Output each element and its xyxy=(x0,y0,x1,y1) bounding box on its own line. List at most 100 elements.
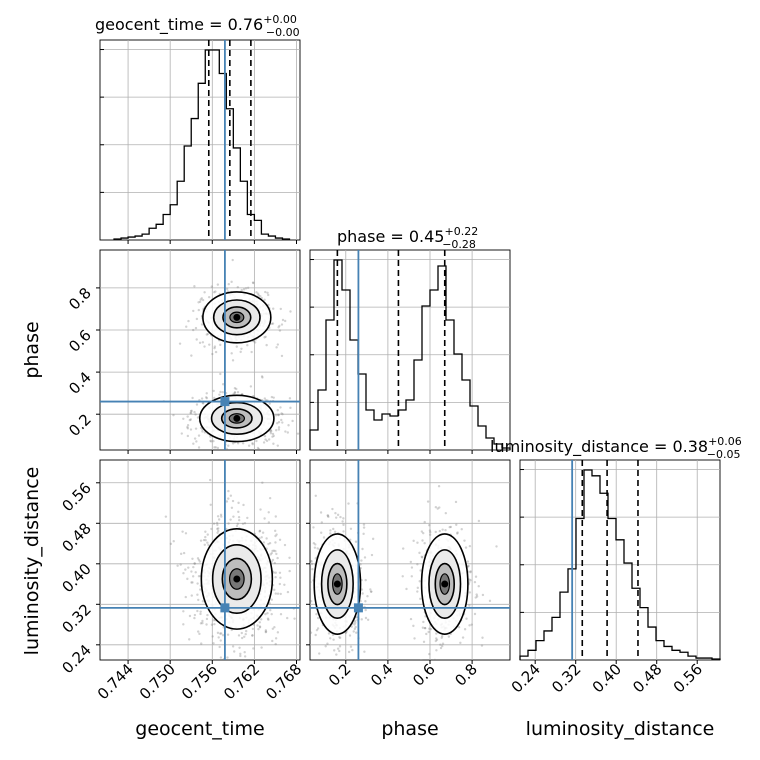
sample-point xyxy=(457,625,461,629)
sample-point xyxy=(264,629,268,632)
sample-point xyxy=(184,532,188,535)
sample-point xyxy=(216,515,220,518)
marginal-panel-geocent-time xyxy=(99,39,301,244)
sample-point xyxy=(225,287,229,291)
sample-point xyxy=(441,635,444,638)
sample-point xyxy=(272,571,275,574)
sample-point xyxy=(460,528,463,531)
joint-density xyxy=(164,478,296,660)
sample-point xyxy=(473,612,477,616)
ylabel-luminosity-distance: luminosity_distance xyxy=(21,467,43,656)
sample-point xyxy=(259,294,262,298)
sample-point xyxy=(440,644,444,648)
sample-point xyxy=(172,539,175,543)
sample-point xyxy=(186,426,189,429)
sample-point xyxy=(306,581,308,583)
xlabel-geocent-time: geocent_time xyxy=(135,718,264,740)
sample-point xyxy=(271,435,274,438)
sample-point xyxy=(280,418,283,422)
sample-point xyxy=(212,396,216,400)
sample-point xyxy=(428,529,432,532)
sample-point xyxy=(456,531,459,534)
sample-point xyxy=(220,515,223,518)
sample-point xyxy=(412,539,415,543)
sample-point xyxy=(433,658,437,660)
sample-point xyxy=(216,527,219,531)
panel-frame xyxy=(99,39,301,241)
sample-point xyxy=(258,625,262,628)
sample-point xyxy=(199,539,203,542)
sample-point xyxy=(202,402,205,405)
sample-point xyxy=(231,258,234,262)
sample-point xyxy=(267,511,270,514)
sample-point xyxy=(310,562,314,566)
sample-point xyxy=(194,326,198,330)
sample-point xyxy=(213,622,216,626)
sample-point xyxy=(235,387,238,391)
x-tick-label: 0.756 xyxy=(178,660,221,703)
sample-point xyxy=(435,649,438,652)
sample-point xyxy=(212,642,215,645)
sample-point xyxy=(206,456,208,458)
sample-point xyxy=(190,570,193,573)
sample-point xyxy=(239,449,241,450)
sample-point xyxy=(208,478,212,482)
sample-point xyxy=(199,588,202,591)
sample-point xyxy=(217,527,220,530)
sample-point xyxy=(369,590,373,593)
sample-point xyxy=(468,591,472,594)
sample-point xyxy=(219,513,223,516)
sample-point xyxy=(274,576,277,579)
sample-point xyxy=(217,636,220,639)
sample-point xyxy=(229,518,232,521)
sample-point xyxy=(416,541,419,544)
sample-point xyxy=(320,531,323,534)
sample-point xyxy=(364,578,367,582)
sample-point xyxy=(333,530,337,533)
sample-point xyxy=(327,515,330,519)
sample-point xyxy=(313,546,317,549)
sample-point xyxy=(333,649,336,652)
marginal-panel-phase xyxy=(309,249,511,454)
sample-point xyxy=(201,298,205,302)
sample-point xyxy=(201,619,204,623)
sample-point xyxy=(283,583,286,586)
sample-point xyxy=(237,515,241,519)
sample-point xyxy=(369,588,372,591)
sample-point xyxy=(236,442,240,445)
sample-point xyxy=(366,594,369,598)
sample-point xyxy=(182,551,186,555)
sample-point xyxy=(281,412,284,416)
sample-point xyxy=(259,508,262,511)
sample-point xyxy=(360,588,364,591)
sample-point xyxy=(195,403,199,406)
sample-point xyxy=(243,655,247,658)
sample-point xyxy=(205,617,209,621)
sample-point xyxy=(205,396,209,400)
sample-point xyxy=(217,529,220,533)
sample-point xyxy=(363,650,366,653)
sample-point xyxy=(277,428,281,431)
panel-frame xyxy=(99,249,301,451)
sample-point xyxy=(465,617,468,620)
sample-point xyxy=(178,342,182,345)
sample-point xyxy=(341,520,344,523)
sample-point xyxy=(435,632,438,635)
sample-point xyxy=(244,287,248,290)
sample-point xyxy=(439,646,443,650)
sample-point xyxy=(201,600,205,603)
sample-point xyxy=(193,437,197,440)
sample-point xyxy=(422,531,425,535)
sample-point xyxy=(198,560,202,563)
sample-point xyxy=(209,439,212,443)
sample-point xyxy=(210,285,214,288)
sample-point xyxy=(422,640,426,644)
sample-point xyxy=(189,411,192,415)
sample-point xyxy=(419,569,422,572)
sample-point xyxy=(275,552,278,556)
sample-point xyxy=(260,536,263,539)
sample-point xyxy=(196,582,199,585)
sample-point xyxy=(334,511,337,515)
sample-point xyxy=(164,515,168,518)
sample-point xyxy=(182,623,185,626)
